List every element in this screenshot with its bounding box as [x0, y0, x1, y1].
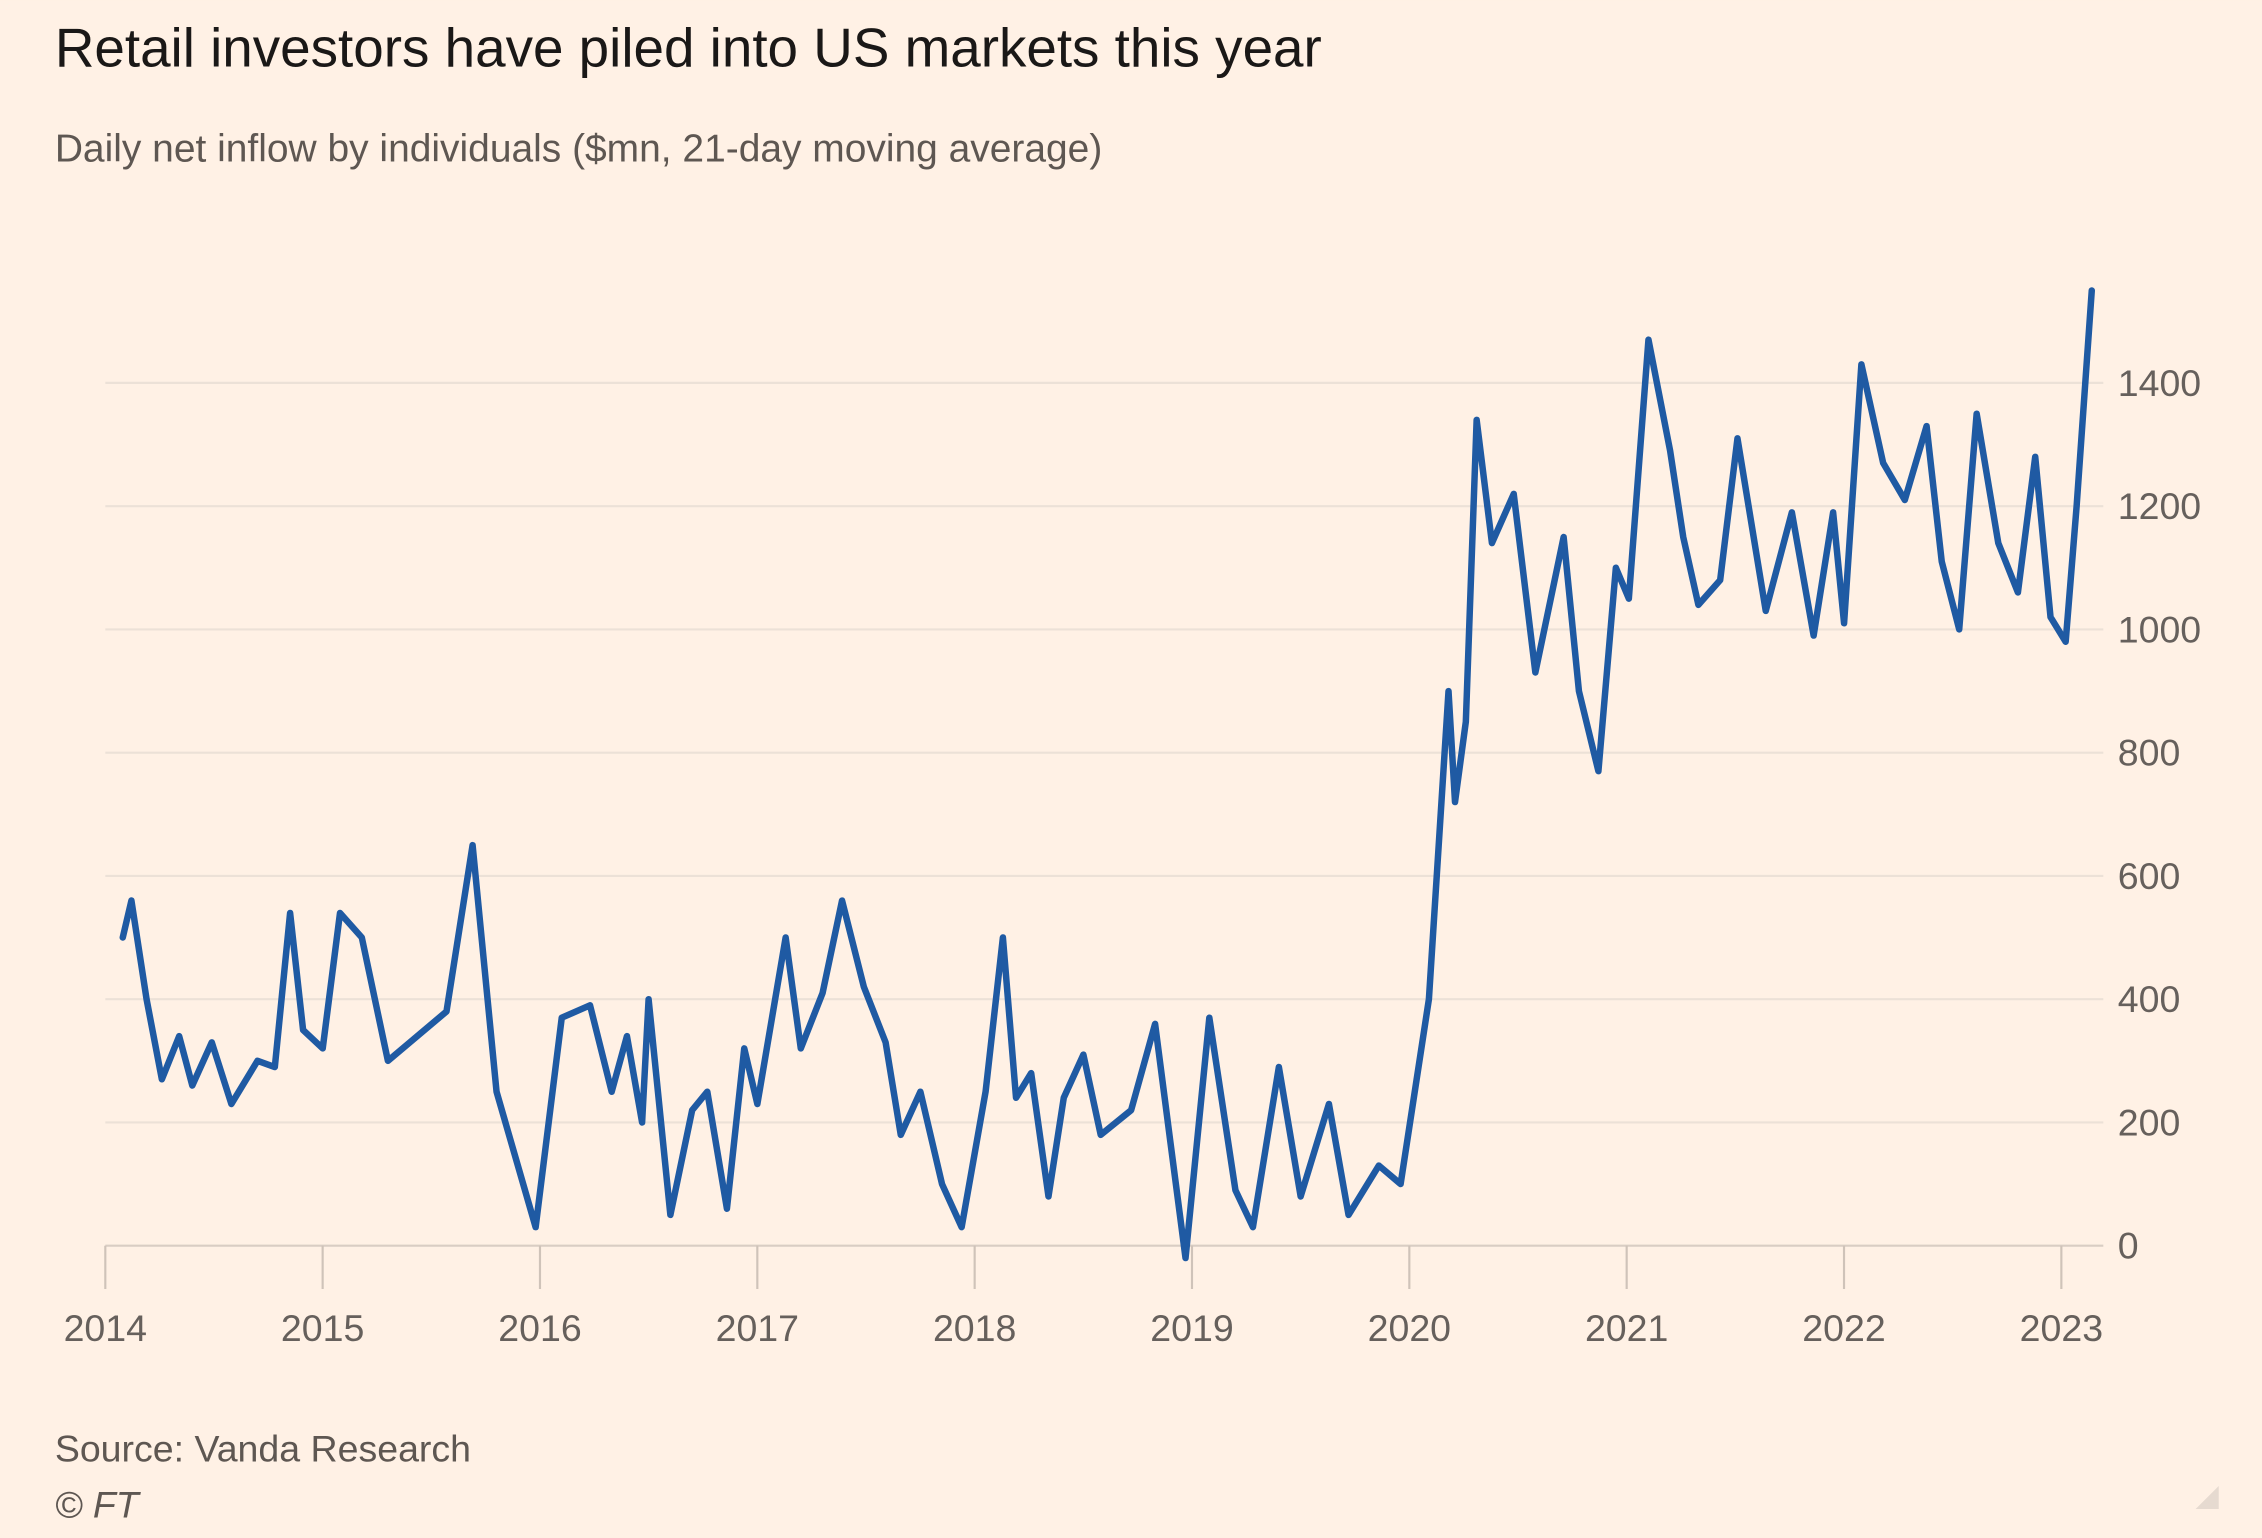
data-line — [119, 287, 2096, 1262]
x-tick-label: 2015 — [281, 1307, 364, 1349]
x-tick-label: 2021 — [1585, 1307, 1668, 1349]
credit: © FT — [55, 1484, 142, 1526]
x-tick-label: 2019 — [1150, 1307, 1233, 1349]
y-tick-label: 1400 — [2118, 362, 2201, 404]
x-tick-label: 2014 — [64, 1307, 147, 1349]
y-tick-label: 1000 — [2118, 608, 2201, 650]
x-tick-label: 2016 — [498, 1307, 581, 1349]
y-tick-label: 400 — [2118, 978, 2181, 1020]
x-tick-label: 2018 — [933, 1307, 1016, 1349]
y-tick-label: 200 — [2118, 1101, 2181, 1143]
x-tick-label: 2020 — [1368, 1307, 1451, 1349]
y-tick-label: 600 — [2118, 855, 2181, 897]
y-tick-label: 1200 — [2118, 485, 2201, 527]
source: Source: Vanda Research — [55, 1427, 471, 1469]
x-tick-label: 2022 — [1802, 1307, 1885, 1349]
chart-title: Retail investors have piled into US mark… — [55, 16, 1322, 78]
resize-icon — [2195, 1485, 2219, 1510]
chart-subtitle: Daily net inflow by individuals ($mn, 21… — [55, 128, 1103, 171]
x-tick-label: 2017 — [716, 1307, 799, 1349]
x-tick-label: 2023 — [2020, 1307, 2103, 1349]
y-tick-label: 800 — [2118, 732, 2181, 774]
y-tick-label: 0 — [2118, 1225, 2139, 1267]
